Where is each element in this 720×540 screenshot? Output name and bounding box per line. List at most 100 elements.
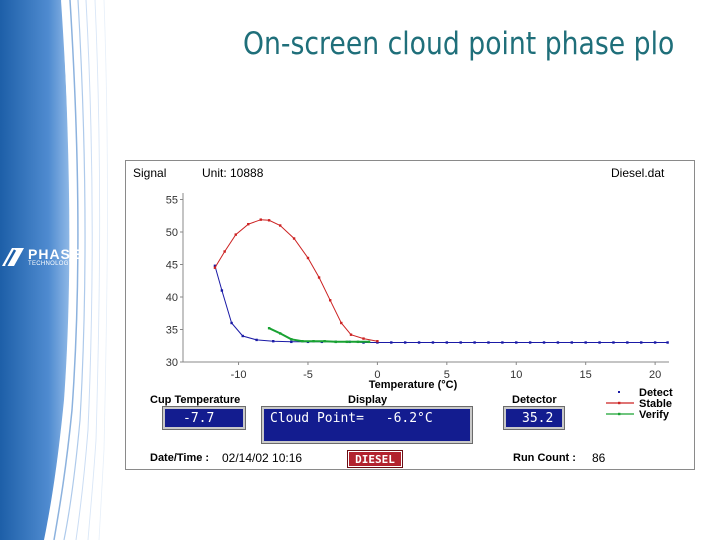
verify-data-point [367,340,371,344]
logo-word: PHASE [28,246,82,262]
detect-data-point [255,338,258,342]
detect-data-point [515,341,518,344]
display-label: Display [348,394,388,406]
detector-readout: 35.2 [503,406,565,430]
x-tick-label: 10 [510,369,522,381]
y-tick-label: 30 [166,357,178,369]
display-value: -6.2°C [385,411,433,426]
detect-data-point [653,341,657,344]
detect-data-point [445,341,449,344]
display-readout: Cloud Point= -6.2°C [261,406,473,444]
legend-stable-label: Stable [639,398,672,410]
x-tick-label: -10 [231,369,247,381]
x-axis-label: Temperature (°C) [369,379,458,391]
stable-data-point [259,218,262,221]
detect-data-point [241,334,244,338]
verify-data-point [323,340,326,343]
stable-data-point [247,223,250,226]
verify-data-point [334,340,337,344]
detector-value: 35.2 [522,411,554,426]
datetime-value: 02/14/02 10:16 [222,451,303,465]
stable-data-point [349,333,353,336]
stable-data-point [317,276,321,279]
sample-badge: DIESEL [347,450,403,468]
verify-data-point [290,338,293,341]
logo-subtitle: TECHNOLOGY [28,261,74,267]
slide-title: On-screen cloud point phase plo [243,26,675,62]
stable-data-point [223,250,226,253]
detect-data-point [626,341,629,344]
detect-data-point [542,341,546,344]
detect-data-point [556,341,560,344]
y-tick-label: 35 [166,325,178,337]
x-tick-label: 15 [580,369,592,381]
stable-data-point [234,233,237,236]
unit-label: Unit: 10888 [202,166,264,180]
cloud-point-chart: 30 35 40 45 50 55 -10 -5 0 5 10 15 20 Temperature (°… [166,193,669,391]
verify-data-point [312,340,315,343]
x-tick-label: 0 [374,369,380,381]
detect-data-point [213,264,217,267]
x-tick-label: -5 [303,369,313,381]
run-count-label: Run Count : [513,452,576,464]
stable-data-point [267,219,271,222]
detect-data-point [272,340,275,343]
logo-mark-icon [2,248,24,267]
legend-verify-point [618,412,621,416]
y-tick-label: 45 [166,260,178,272]
stable-data-point [292,237,296,240]
stable-data-point [328,299,332,302]
signal-label: Signal [133,166,167,180]
chart-ticks: 30 35 40 45 50 55 -10 -5 0 5 10 15 20 [166,195,661,382]
cup-temperature-readout: -7.7 [162,406,246,430]
detect-data-point [570,341,573,344]
run-count-value: 86 [592,451,606,465]
detect-data-point [612,341,615,344]
stable-data-point [376,340,379,343]
detect-data-point [220,289,224,292]
detect-data-point [459,341,462,344]
detect-data-point [230,321,233,325]
stable-data-point [340,321,343,325]
detect-data-point [666,341,669,344]
verify-data-point [301,340,304,343]
detect-data-point [431,341,435,344]
stable-data-point [279,224,282,227]
verify-data-point [267,327,271,330]
verify-data-point [279,332,282,335]
stable-data-point [213,266,217,269]
x-tick-label: 5 [444,369,450,381]
file-name: Diesel.dat [611,166,665,180]
legend-verify-label: Verify [639,409,670,421]
chart-axes [180,193,669,365]
detect-data-point [390,341,393,344]
sidebar-decoration [0,0,108,540]
chart-series [213,218,669,344]
y-tick-label: 50 [166,227,178,239]
display-text: Cloud Point= [270,411,364,426]
phase-technology-logo: PHASE TECHNOLOGY [0,244,86,274]
detect-data-point [473,341,476,344]
stable-data-point [306,256,310,260]
detect-data-point [290,340,293,344]
detector-label: Detector [512,394,557,406]
y-tick-label: 40 [166,292,178,304]
instrument-panel: Signal Unit: 10888 Diesel.dat 30 35 40 45 50… [125,160,695,470]
stable-series-line [214,219,378,342]
stable-data-point [362,337,365,340]
detect-data-point [584,341,587,344]
detect-data-point [528,341,532,344]
detect-data-point [501,341,504,344]
detect-data-point [640,341,643,344]
verify-data-point [356,340,360,344]
cup-temperature-label: Cup Temperature [150,394,241,406]
legend-stable-point [618,401,621,405]
verify-series-line [268,327,370,343]
verify-data-point [345,340,349,344]
detect-data-point [376,341,379,344]
detect-data-point [417,341,421,344]
detect-series-line [214,265,668,343]
cup-temperature-value: -7.7 [183,411,215,426]
detect-data-point [403,341,407,344]
